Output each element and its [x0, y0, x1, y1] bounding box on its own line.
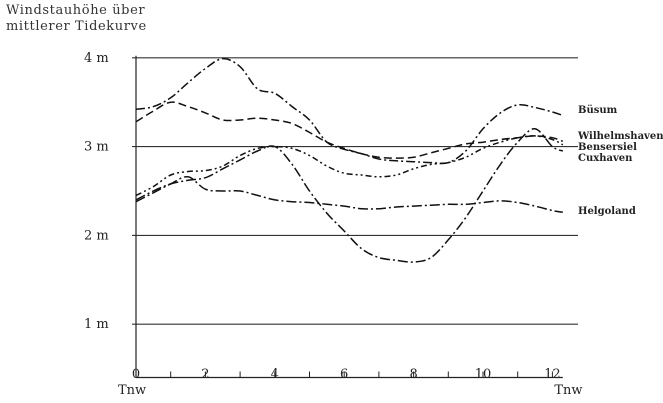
y-tick-label: 2 m: [84, 228, 109, 243]
x-tick-label: 8: [409, 367, 417, 382]
x-tick-label: 0: [132, 367, 140, 382]
x-end-label: Tnw: [554, 383, 582, 398]
x-tick-label: 10: [475, 367, 492, 382]
series-label-cuxhaven: Cuxhaven: [578, 153, 633, 164]
y-tick-label: 1 m: [84, 317, 109, 332]
x-tick-label: 4: [271, 367, 279, 382]
series-line-bensersiel: [135, 135, 564, 197]
x-start-label: Tnw: [118, 383, 146, 398]
series-label-bsum: Büsum: [578, 105, 618, 116]
y-tick-label: 3 m: [84, 140, 109, 155]
x-tick-label: 2: [201, 367, 209, 382]
y-axis-title-line-1: Windstauhöhe über: [6, 3, 146, 18]
x-tick-label: 12: [544, 367, 561, 382]
series-line-bsum: [135, 57, 564, 165]
y-tick-label: 4 m: [84, 51, 109, 66]
series-label-bensersiel: Bensersiel: [578, 142, 637, 153]
series-label-helgoland: Helgoland: [578, 206, 636, 217]
series-label-wilhelmshaven: Wilhelmshaven: [577, 131, 663, 142]
series-line-wilhelmshaven: [135, 101, 564, 159]
series-line-helgoland: [135, 175, 563, 214]
y-axis-title-line-2: mittlerer Tidekurve: [6, 19, 147, 34]
series-line-cuxhaven: [135, 128, 564, 263]
x-tick-label: 6: [340, 367, 348, 382]
